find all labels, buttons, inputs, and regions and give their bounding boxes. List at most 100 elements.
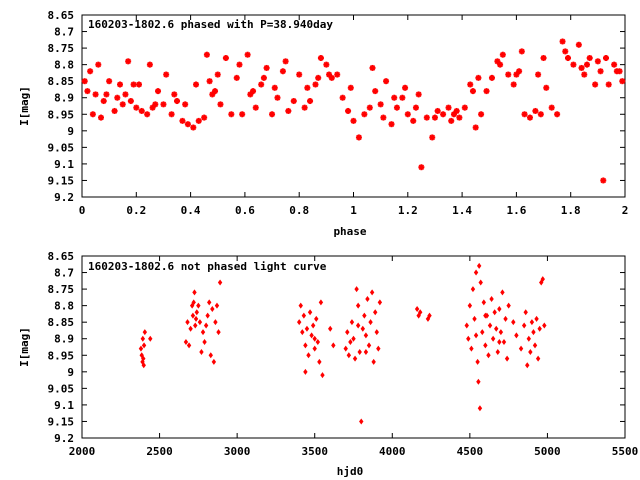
- data-point: [142, 329, 148, 336]
- data-point: [499, 51, 506, 58]
- data-point: [543, 84, 550, 91]
- data-point: [81, 78, 88, 85]
- y-tick-label: 8.9: [54, 92, 74, 105]
- data-point: [600, 177, 607, 184]
- data-point: [136, 81, 143, 88]
- y-tick-label: 8.85: [48, 75, 75, 88]
- x-tick-label: 3500: [301, 445, 328, 458]
- data-points: [81, 38, 626, 184]
- data-point: [466, 335, 471, 342]
- y-tick-label: 8.7: [54, 267, 74, 280]
- data-point: [542, 322, 547, 329]
- data-point: [578, 64, 585, 71]
- data-point: [539, 279, 544, 286]
- data-point: [211, 358, 217, 365]
- y-tick-label: 9.2: [54, 191, 74, 204]
- data-point: [380, 114, 387, 121]
- data-point: [196, 302, 201, 309]
- data-point: [303, 368, 308, 375]
- data-point: [301, 104, 308, 111]
- data-point: [186, 342, 192, 349]
- data-point: [475, 358, 480, 365]
- data-point: [310, 322, 316, 329]
- data-point: [233, 74, 240, 81]
- data-point: [511, 319, 516, 326]
- data-point: [513, 71, 520, 78]
- data-point: [334, 71, 341, 78]
- data-point: [473, 269, 479, 276]
- data-point: [208, 352, 213, 359]
- data-point: [586, 55, 593, 62]
- data-point: [222, 55, 229, 62]
- data-point: [363, 332, 369, 339]
- y-tick-label: 8.65: [48, 9, 75, 22]
- data-point: [207, 299, 212, 306]
- data-point: [192, 289, 197, 296]
- data-point: [179, 117, 186, 124]
- data-point: [217, 101, 224, 108]
- y-axis-label: I[mag]: [18, 86, 31, 126]
- data-point: [146, 61, 153, 68]
- data-point: [347, 84, 354, 91]
- data-point: [472, 124, 479, 131]
- data-point: [523, 309, 528, 316]
- data-point: [497, 339, 502, 346]
- data-point: [495, 348, 500, 355]
- data-point: [521, 322, 527, 329]
- data-point: [346, 352, 352, 359]
- data-point: [174, 98, 181, 105]
- data-point: [141, 342, 147, 349]
- data-point: [359, 418, 364, 425]
- data-point: [366, 104, 373, 111]
- data-point: [200, 329, 206, 336]
- plot-frame: [81, 255, 626, 439]
- data-point: [312, 81, 319, 88]
- data-point: [467, 81, 474, 88]
- data-point: [304, 84, 311, 91]
- data-point: [605, 81, 612, 88]
- data-point: [307, 309, 313, 316]
- y-tick-label: 9.2: [54, 432, 74, 445]
- data-point: [498, 329, 504, 336]
- data-point: [315, 339, 321, 346]
- data-point: [611, 61, 618, 68]
- data-point: [352, 355, 358, 362]
- data-point: [236, 61, 243, 68]
- data-point: [505, 71, 512, 78]
- data-point: [210, 305, 215, 312]
- data-point: [448, 117, 455, 124]
- data-point: [529, 319, 535, 326]
- data-point: [570, 61, 577, 68]
- data-point: [531, 329, 536, 336]
- x-tick-label: 0.6: [235, 204, 255, 217]
- x-tick-label: 1: [350, 204, 357, 217]
- data-point: [535, 355, 541, 362]
- data-point: [89, 111, 96, 118]
- data-point: [488, 74, 495, 81]
- y-tick-label: 8.75: [48, 42, 75, 55]
- data-point: [514, 332, 519, 339]
- data-point: [190, 124, 197, 131]
- data-point: [114, 94, 121, 101]
- data-point: [314, 315, 319, 322]
- axis-ticks: 0 0.2 0.4 0.6 0.8 1 1.2 1.4 1.6 1.8 2 8.65 8.7 8.75 8.…: [48, 9, 629, 217]
- data-point: [480, 329, 485, 336]
- data-point: [363, 348, 369, 355]
- data-point: [318, 299, 324, 306]
- data-point: [349, 319, 355, 326]
- y-tick-label: 8.8: [54, 300, 74, 313]
- data-point: [203, 51, 210, 58]
- data-point: [472, 315, 477, 322]
- data-point: [345, 107, 352, 114]
- data-point: [138, 345, 144, 352]
- data-point: [258, 81, 265, 88]
- data-point: [189, 302, 195, 309]
- data-point: [339, 94, 346, 101]
- data-point: [597, 68, 604, 75]
- data-point: [122, 91, 129, 98]
- data-point: [537, 111, 544, 118]
- y-axis-label: I[mag]: [18, 327, 31, 367]
- data-point: [320, 372, 325, 379]
- data-point: [431, 114, 438, 121]
- data-point: [214, 302, 220, 309]
